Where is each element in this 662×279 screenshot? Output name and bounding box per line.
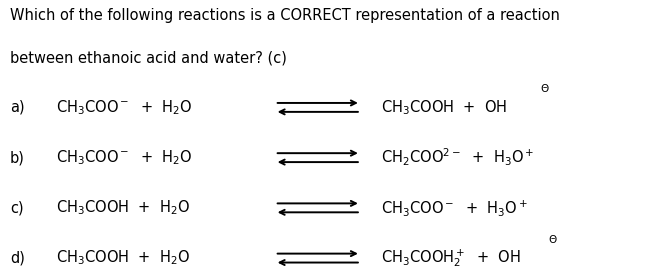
Text: Θ: Θ xyxy=(549,235,557,245)
Text: a): a) xyxy=(10,100,24,115)
Text: CH$_3$COOH  +  OH: CH$_3$COOH + OH xyxy=(381,98,507,117)
Text: CH$_3$COOH$_2^+$  +  OH: CH$_3$COOH$_2^+$ + OH xyxy=(381,247,520,269)
Text: d): d) xyxy=(10,251,24,266)
Text: CH$_3$COOH  +  H$_2$O: CH$_3$COOH + H$_2$O xyxy=(56,249,191,268)
Text: b): b) xyxy=(10,150,24,165)
Text: CH$_3$COO$^-$  +  H$_2$O: CH$_3$COO$^-$ + H$_2$O xyxy=(56,148,193,167)
Text: between ethanoic acid and water? (c): between ethanoic acid and water? (c) xyxy=(10,50,287,65)
Text: CH$_2$COO$^{2-}$  +  H$_3$O$^+$: CH$_2$COO$^{2-}$ + H$_3$O$^+$ xyxy=(381,147,534,168)
Text: Which of the following reactions is a CORRECT representation of a reaction: Which of the following reactions is a CO… xyxy=(10,8,560,23)
Text: Θ: Θ xyxy=(541,84,549,94)
Text: CH$_3$COO$^-$  +  H$_3$O$^+$: CH$_3$COO$^-$ + H$_3$O$^+$ xyxy=(381,198,528,218)
Text: CH$_3$COOH  +  H$_2$O: CH$_3$COOH + H$_2$O xyxy=(56,198,191,217)
Text: c): c) xyxy=(10,200,24,215)
Text: CH$_3$COO$^-$  +  H$_2$O: CH$_3$COO$^-$ + H$_2$O xyxy=(56,98,193,117)
